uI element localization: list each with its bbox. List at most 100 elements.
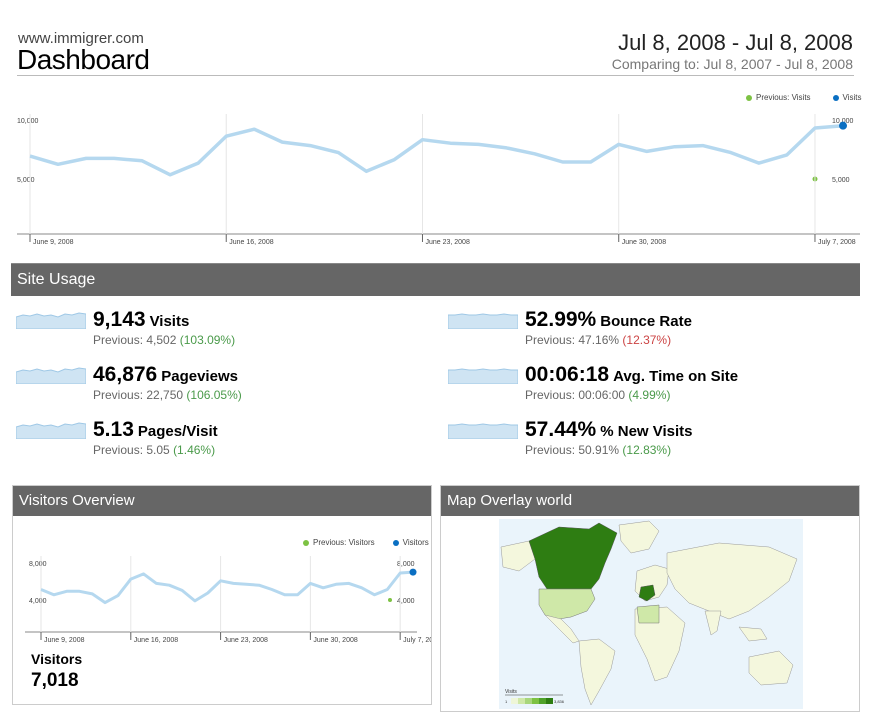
sparkline-area — [448, 368, 518, 384]
legend-swatch-6 — [546, 698, 553, 704]
canada[interactable] — [528, 522, 618, 590]
date-range[interactable]: Jul 8, 2008 - Jul 8, 2008 — [618, 30, 853, 55]
usa[interactable] — [538, 588, 596, 620]
metric-change: (1.46%) — [173, 443, 216, 457]
series-line-visitors — [40, 570, 414, 605]
visits-line-chart[interactable]: 10,000 5,000 10,000 5,000 June 9, 2008 Ju… — [0, 108, 880, 253]
metric-previous: Previous: 50.91% (12.83%) — [525, 443, 693, 457]
metric-change: (12.83%) — [622, 443, 672, 457]
x-tick-label: June 30, 2008 — [313, 637, 357, 644]
x-tick-label: June 30, 2008 — [622, 239, 666, 246]
previous-dot-icon — [746, 94, 752, 101]
metric-label: Visits — [149, 313, 190, 330]
metric-bounce-rate[interactable]: 52.99% Bounce Rate Previous: 47.16% (12.37… — [525, 308, 692, 347]
sparkline-area — [16, 422, 86, 439]
x-tick-label: June 23, 2008 — [425, 239, 469, 246]
metric-change: (106.05%) — [186, 388, 242, 402]
data-point[interactable] — [839, 121, 847, 130]
metric-previous-value: Previous: 5.05 — [93, 443, 170, 457]
visitors-metric-value: 7,018 — [31, 670, 79, 691]
north-africa[interactable] — [636, 604, 660, 624]
visitors-metric-label: Visitors — [31, 651, 83, 667]
map-overlay-panel: Map Overlay world Visits — [440, 485, 860, 712]
y-tick-right-mid: 4,000 — [397, 598, 415, 605]
metric-label: Pageviews — [161, 368, 238, 385]
legend-swatch-5 — [539, 698, 546, 704]
metric-value: 52.99% — [525, 308, 597, 331]
sparkline-area — [448, 423, 518, 439]
metric-sparkline — [16, 367, 86, 384]
x-tick-label: July 7, 200 — [403, 637, 431, 644]
metric-new-visits[interactable]: 57.44%% New Visits Previous: 50.91% (12.8… — [525, 418, 693, 457]
metric-sparkline — [16, 422, 86, 439]
metric-sparkline — [448, 313, 518, 329]
alaska[interactable] — [500, 540, 536, 572]
metric-label: Avg. Time on Site — [613, 368, 739, 385]
map-legend-max: 3,836 — [554, 699, 565, 704]
x-tick-label: June 16, 2008 — [134, 637, 178, 644]
comparison-range: Comparing to: Jul 8, 2007 - Jul 8, 2008 — [611, 56, 853, 72]
metric-visits[interactable]: 9,143 Visits Previous: 4,502 (103.09%) — [93, 308, 235, 347]
metric-change: (103.09%) — [179, 333, 236, 347]
metric-previous: Previous: 47.16% (12.37%) — [525, 333, 692, 347]
metric-previous-value: Previous: 50.91% — [525, 443, 620, 457]
metric-pageviews[interactable]: 46,876 Pageviews Previous: 22,750 (106.05%… — [93, 363, 242, 402]
metric-label: % New Visits — [600, 423, 693, 440]
x-tick-label: June 9, 2008 — [33, 239, 74, 246]
africa[interactable] — [634, 606, 686, 682]
y-tick-right-top: 10,000 — [832, 118, 854, 125]
previous-dot-icon — [303, 539, 309, 546]
metric-sparkline — [448, 423, 518, 439]
metric-label: Pages/Visit — [137, 423, 218, 440]
metric-avg-time-on-site[interactable]: 00:06:18 Avg. Time on Site Previous: 00:06… — [525, 363, 738, 402]
asia[interactable] — [666, 542, 798, 620]
previous-point — [388, 598, 392, 602]
site-usage-header: Site Usage — [11, 263, 860, 296]
greenland[interactable] — [618, 520, 660, 554]
metric-pages-visit[interactable]: 5.13 Pages/Visit Previous: 5.05 (1.46%) — [93, 418, 218, 457]
legend-current-visitors: Visitors — [402, 538, 429, 547]
map-legend-title: Visits — [505, 689, 517, 695]
current-dot-icon — [832, 94, 839, 101]
data-point[interactable] — [409, 568, 417, 576]
visitors-legend: Previous: Visitors Visitors — [303, 538, 429, 547]
visitors-overview-panel: Visitors Overview Previous: Visitors Vis… — [12, 485, 432, 705]
x-tick-label: June 9, 2008 — [44, 637, 85, 644]
france[interactable] — [638, 584, 656, 602]
sparkline-area — [448, 313, 518, 329]
australia[interactable] — [748, 650, 794, 686]
sparkline-area — [16, 367, 86, 384]
southeast-asia[interactable] — [738, 626, 768, 642]
legend-previous-label: Previous: Visits — [756, 93, 811, 102]
current-dot-icon — [392, 539, 399, 546]
y-tick-top: 10,000 — [17, 118, 39, 125]
metric-sparkline — [16, 312, 86, 329]
map-overlay-title[interactable]: Map Overlay world — [441, 486, 859, 516]
y-tick-mid: 5,000 — [17, 177, 35, 184]
legend-swatch-1 — [511, 698, 518, 704]
world-map[interactable]: Visits 1 3,836 — [499, 519, 803, 709]
x-tick-label: June 16, 2008 — [229, 239, 273, 246]
y-tick-top: 8,000 — [29, 561, 47, 568]
india[interactable] — [704, 610, 722, 636]
series-line-visits — [29, 123, 844, 177]
metric-previous: Previous: 4,502 (103.09%) — [93, 333, 235, 347]
x-tick-label: July 7, 2008 — [818, 239, 856, 246]
metric-value: 5.13 — [93, 418, 134, 441]
visitors-line-chart[interactable]: 8,000 4,000 8,000 4,000 June 9, 2008 June… — [13, 552, 431, 647]
x-tick-label: June 23, 2008 — [224, 637, 268, 644]
metric-change: (4.99%) — [628, 388, 671, 402]
south-america[interactable] — [578, 638, 616, 706]
metric-value: 46,876 — [93, 363, 158, 386]
visitors-overview-title[interactable]: Visitors Overview — [13, 486, 431, 516]
main-chart-legend: Previous: Visits Visits — [746, 93, 862, 102]
legend-swatch-2 — [518, 698, 525, 704]
site-usage-title: Site Usage — [17, 271, 96, 288]
metric-label: Bounce Rate — [600, 313, 692, 330]
metric-previous-value: Previous: 00:06:00 — [525, 388, 626, 402]
header-divider — [17, 75, 854, 76]
sparkline-area — [16, 312, 86, 329]
map-legend: Visits 1 3,836 — [505, 689, 565, 704]
metric-previous-value: Previous: 4,502 — [93, 333, 177, 347]
metric-sparkline — [448, 368, 518, 384]
